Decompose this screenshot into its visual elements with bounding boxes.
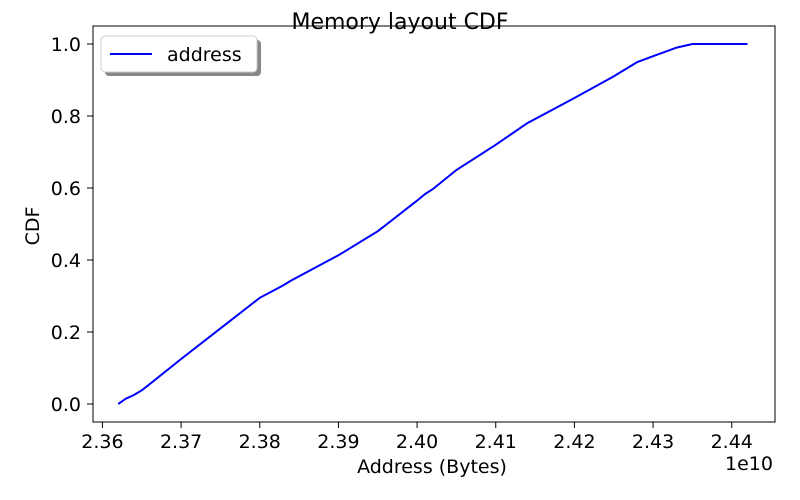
- legend-label-address: address: [167, 44, 242, 66]
- x-tick-label: 2.36: [81, 431, 123, 453]
- chart-title: Memory layout CDF: [291, 10, 508, 35]
- x-tick-label: 2.41: [475, 431, 517, 453]
- x-axis-offset-label: 1e10: [725, 453, 773, 475]
- x-tick-label: 2.39: [317, 431, 359, 453]
- x-tick-label: 2.42: [553, 431, 595, 453]
- x-axis-label: Address (Bytes): [357, 456, 507, 478]
- y-tick-label: 0.6: [51, 178, 81, 200]
- x-tick-label: 2.43: [632, 431, 674, 453]
- x-axis-ticks: 2.36 2.37 2.38 2.39 2.40 2.41 2.42 2.43 2.44: [81, 422, 753, 453]
- y-tick-label: 0.4: [51, 250, 81, 272]
- plot-frame: [92, 25, 776, 423]
- y-tick-label: 1.0: [51, 34, 81, 56]
- plot-area: [92, 25, 776, 423]
- x-tick-label: 2.37: [160, 431, 202, 453]
- y-axis-ticks: 0.0 0.2 0.4 0.6 0.8 1.0: [51, 34, 93, 416]
- x-tick-label: 2.40: [396, 431, 438, 453]
- x-tick-label: 2.44: [711, 431, 753, 453]
- y-tick-label: 0.8: [51, 106, 81, 128]
- legend: address: [100, 35, 261, 76]
- legend-box: [100, 35, 258, 73]
- y-axis-label: CDF: [22, 207, 44, 246]
- series-line-address: [117, 43, 748, 405]
- y-tick-label: 0.2: [51, 322, 81, 344]
- y-tick-label: 0.0: [51, 394, 81, 416]
- x-tick-label: 2.38: [239, 431, 281, 453]
